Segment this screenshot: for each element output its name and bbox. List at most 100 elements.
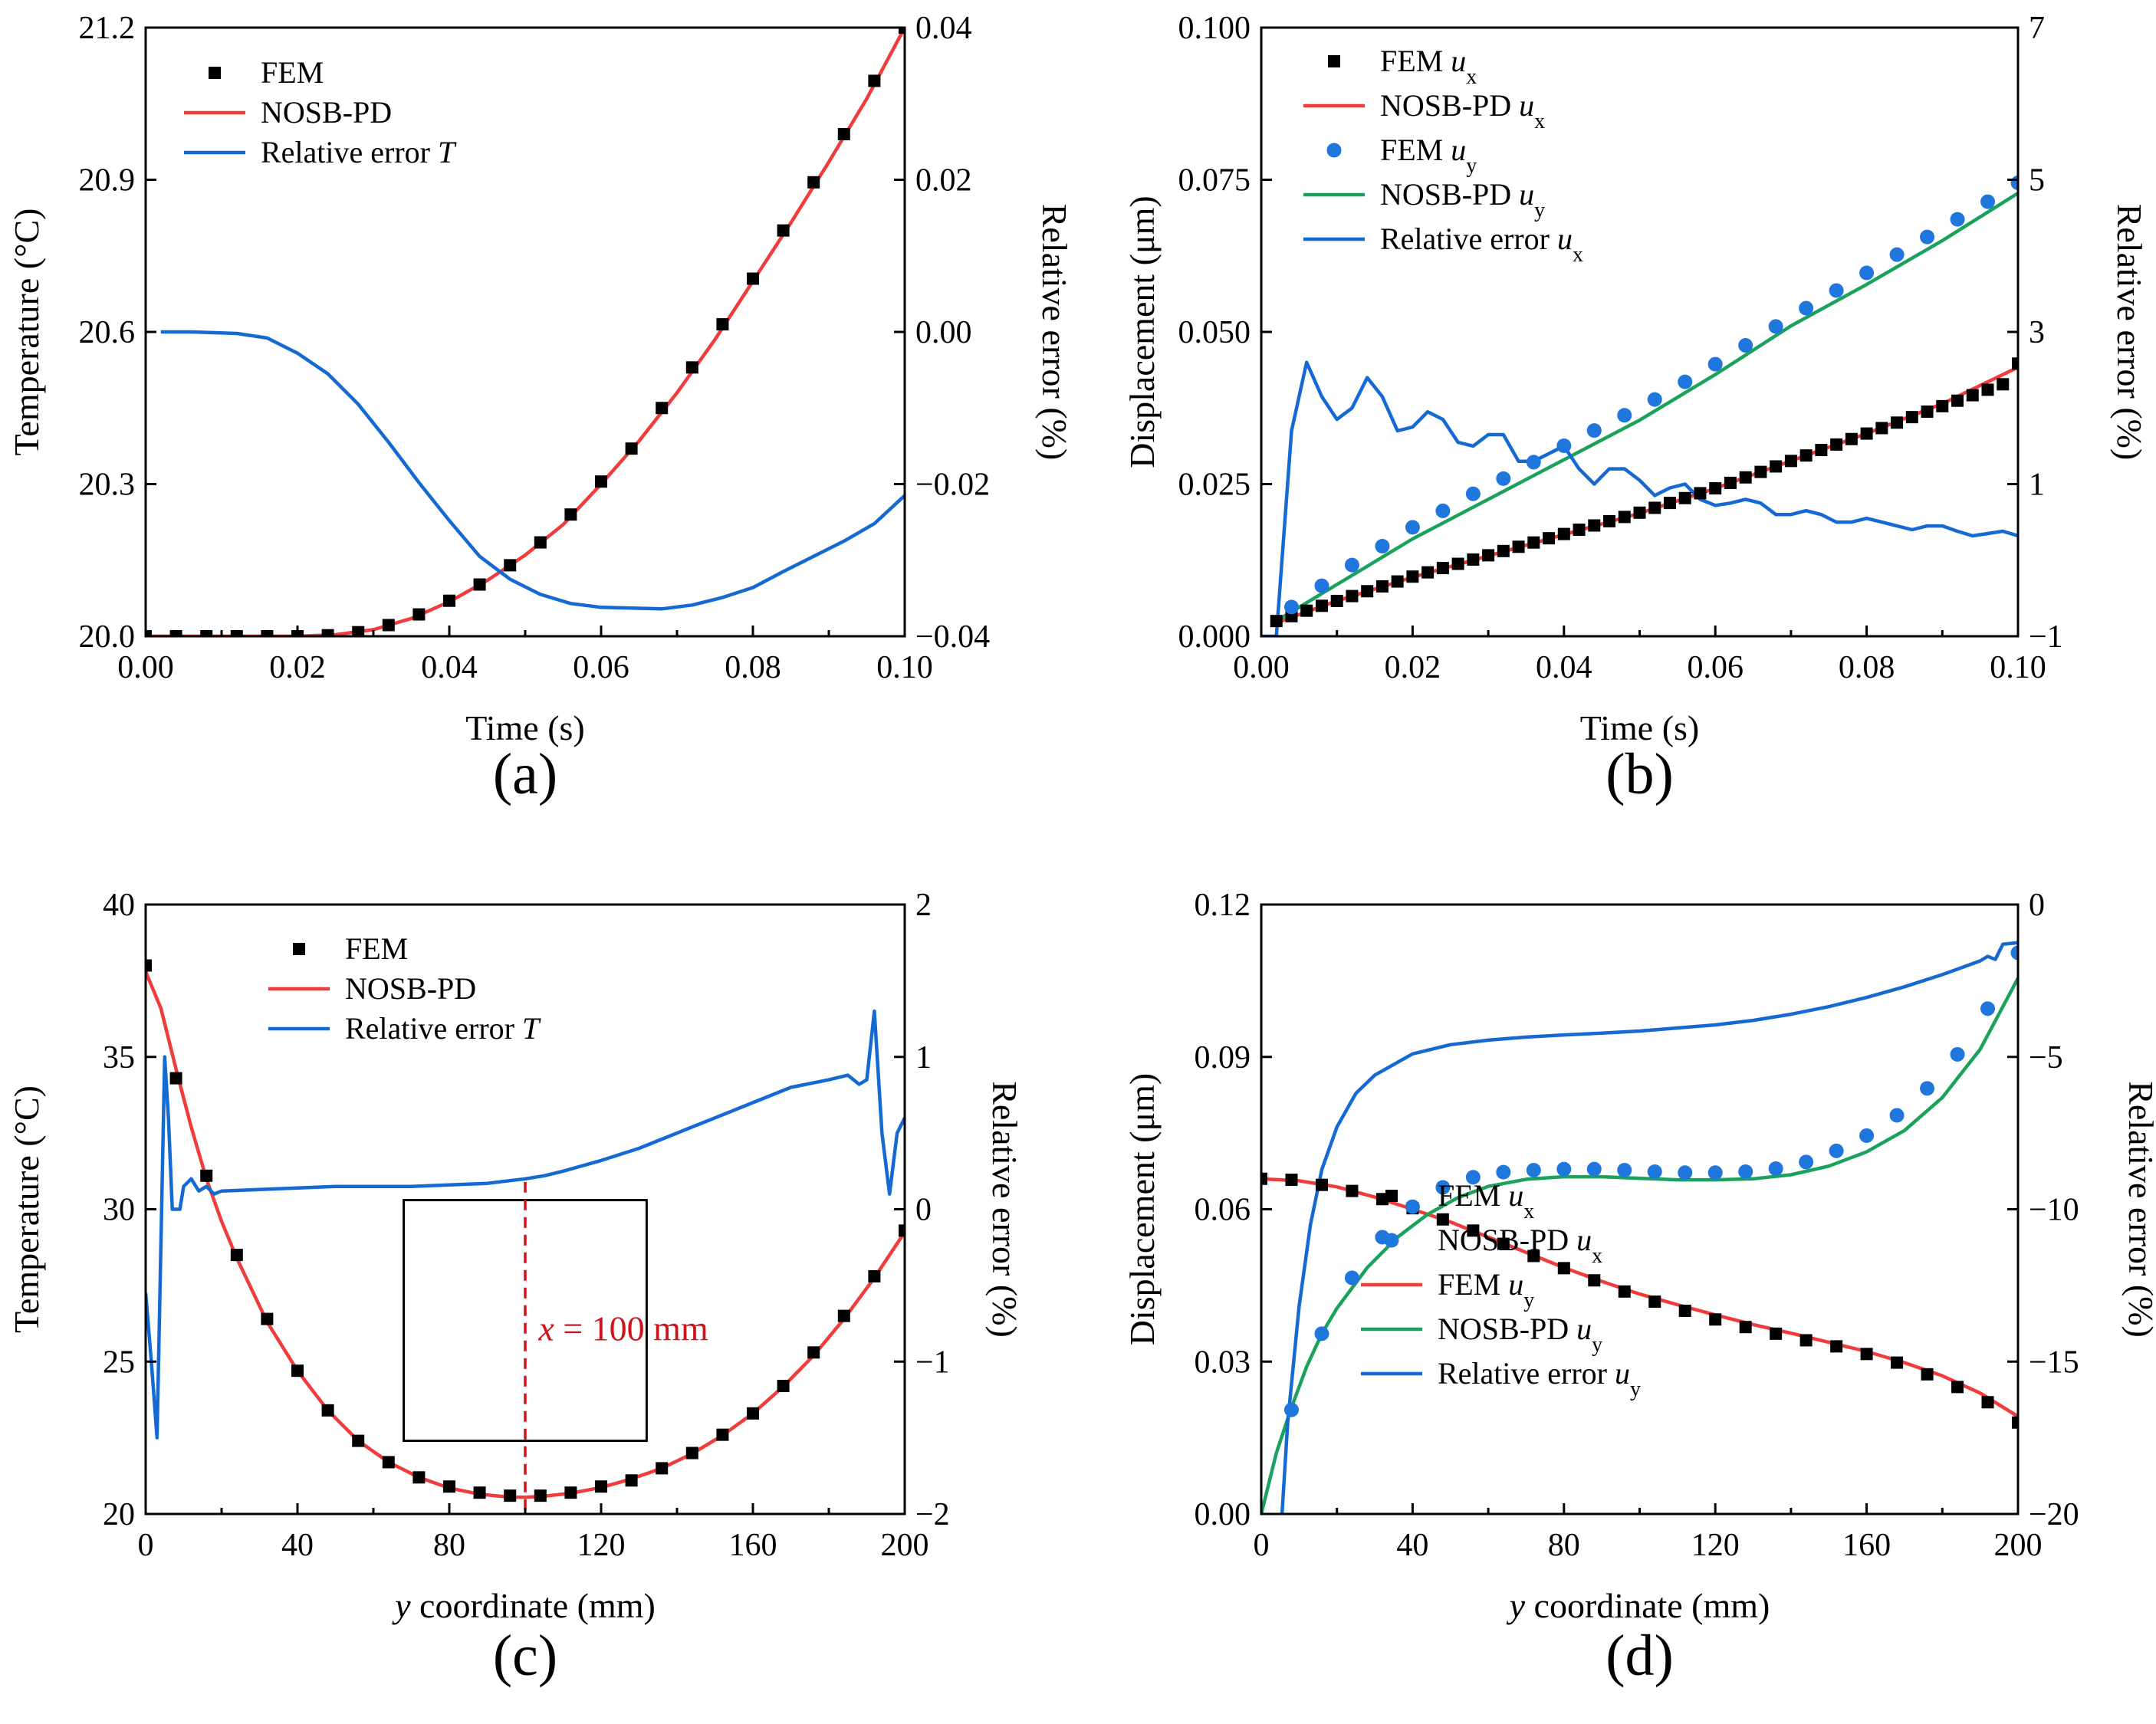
point-fem-ux [1421, 566, 1435, 579]
point-fem-uy [1799, 300, 1814, 316]
point-fem-ux [1315, 599, 1328, 612]
point-fem [169, 1072, 182, 1085]
y-tick-label: 20.6 [79, 315, 136, 350]
point-fem-uy [1586, 423, 1602, 438]
x-tick-label: 200 [881, 1528, 929, 1563]
point-fem-ux [1557, 527, 1570, 540]
legend-swatch [1385, 1190, 1398, 1202]
point-fem [837, 1309, 850, 1322]
x-tick-label: 0 [1254, 1528, 1270, 1563]
y2-tick-label: 0.00 [915, 315, 972, 350]
point-fem-ux [1300, 604, 1313, 617]
point-fem-uy [1920, 229, 1935, 245]
panel-a: 0.00 0.02 0.04 0.06 0.08 0.10 20.0 20.3 20.6 20.9… [7, 11, 1074, 806]
point-fem-ux [2012, 1416, 2018, 1429]
point-fem [382, 1456, 395, 1469]
point-fem-ux [1845, 432, 1858, 445]
point-fem-ux [1557, 1262, 1570, 1275]
point-fem-ux [1815, 444, 1828, 457]
point-nosb-pd-ux-circles- [1283, 1402, 1299, 1417]
point-fem-ux [1981, 1396, 1994, 1409]
y2-tick-label: 7 [2029, 11, 2045, 46]
point-fem [504, 559, 517, 572]
point-fem-ux [1406, 570, 1419, 583]
point-fem-ux [1618, 1285, 1631, 1298]
point-fem-ux [1921, 406, 1934, 419]
point-fem [443, 594, 455, 607]
point-fem-uy [1980, 194, 1996, 209]
point-fem [625, 442, 638, 455]
point-fem-ux [1921, 1368, 1934, 1381]
point-fem [352, 1434, 365, 1447]
y2-tick-label: −1 [915, 1345, 950, 1380]
point-nosb-pd-ux-circles- [1799, 1154, 1814, 1170]
point-nosb-pd-ux-circles- [1707, 1165, 1723, 1181]
y-axis-label: Displacement (μm) [1122, 1073, 1162, 1346]
legend: FEM NOSB-PD Relative error T [268, 931, 541, 1046]
y-tick-label: 0.03 [1195, 1345, 1251, 1380]
point-nosb-pd-ux-circles- [1496, 1164, 1511, 1180]
point-fem-ux [1451, 557, 1464, 570]
point-fem [261, 1312, 274, 1325]
point-nosb-pd-ux-circles- [1768, 1161, 1783, 1176]
y-tick-label: 20.0 [79, 619, 136, 655]
point-fem-uy [1375, 538, 1390, 553]
x-tick-label: 80 [1548, 1528, 1580, 1563]
point-fem [321, 629, 334, 636]
legend-swatch [1328, 55, 1340, 67]
point-fem-ux [1784, 455, 1797, 468]
point-fem [261, 630, 274, 636]
point-fem-ux [1951, 1381, 1964, 1394]
point-fem-ux [1467, 553, 1480, 566]
y2-tick-label: −5 [2029, 1040, 2063, 1075]
x-tick-label: 80 [433, 1528, 465, 1563]
y-tick-label: 0.075 [1178, 163, 1251, 199]
y-tick-label: 0.100 [1178, 11, 1251, 46]
point-fem-uy [1829, 283, 1844, 298]
point-fem [716, 1428, 729, 1441]
point-fem [534, 1489, 547, 1502]
point-fem-uy [1647, 392, 1662, 407]
point-fem-ux [1270, 615, 1283, 628]
x-tick-label: 0.08 [1839, 650, 1895, 685]
legend-label: FEM ux [1380, 44, 1477, 89]
y-tick-label: 0.06 [1195, 1193, 1251, 1228]
legend-label: NOSB-PD uy [1438, 1312, 1602, 1357]
point-fem [473, 1486, 486, 1499]
point-nosb-pd-ux-circles- [1920, 1081, 1935, 1096]
point-fem-uy [1950, 212, 1965, 227]
point-nosb-pd-ux-circles- [1526, 1162, 1541, 1177]
point-fem-ux [1375, 580, 1389, 593]
point-nosb-pd-ux-circles- [1950, 1046, 1965, 1062]
point-fem [473, 578, 486, 591]
y2-tick-label: −2 [915, 1497, 950, 1532]
point-fem [656, 1462, 669, 1475]
point-fem [777, 1380, 790, 1393]
point-fem [352, 626, 365, 636]
legend-swatch [293, 943, 305, 955]
legend-label: Relative error T [345, 1011, 541, 1046]
point-fem-ux [1739, 471, 1752, 484]
point-fem-ux [1346, 1184, 1359, 1197]
x-axis-label: Time (s) [465, 708, 585, 747]
point-fem-ux [1875, 422, 1888, 435]
point-fem-ux [1891, 1356, 1904, 1369]
x-tick-label: 0.10 [1990, 650, 2046, 685]
point-fem-ux [1770, 460, 1783, 473]
panel-b: 0.00 0.02 0.04 0.06 0.08 0.10 0.000 0.025 0.050 0… [1122, 11, 2149, 806]
axes-frame [1260, 903, 2020, 1515]
point-fem-ux [1436, 562, 1449, 575]
point-nosb-pd-ux-circles- [1405, 1199, 1420, 1214]
y-tick-label: 20.9 [79, 163, 136, 199]
point-nosb-pd-ux-circles- [1738, 1164, 1753, 1179]
point-fem [230, 1249, 243, 1262]
point-fem [534, 536, 547, 549]
point-fem-ux [1285, 1174, 1298, 1187]
point-fem [382, 619, 395, 632]
point-fem-uy [1678, 374, 1693, 389]
point-fem-ux [1633, 506, 1646, 519]
point-nosb-pd-ux-circles- [1980, 1001, 1996, 1016]
legend-label: NOSB-PD [261, 95, 392, 130]
series-line-nosb-pd [146, 28, 905, 636]
